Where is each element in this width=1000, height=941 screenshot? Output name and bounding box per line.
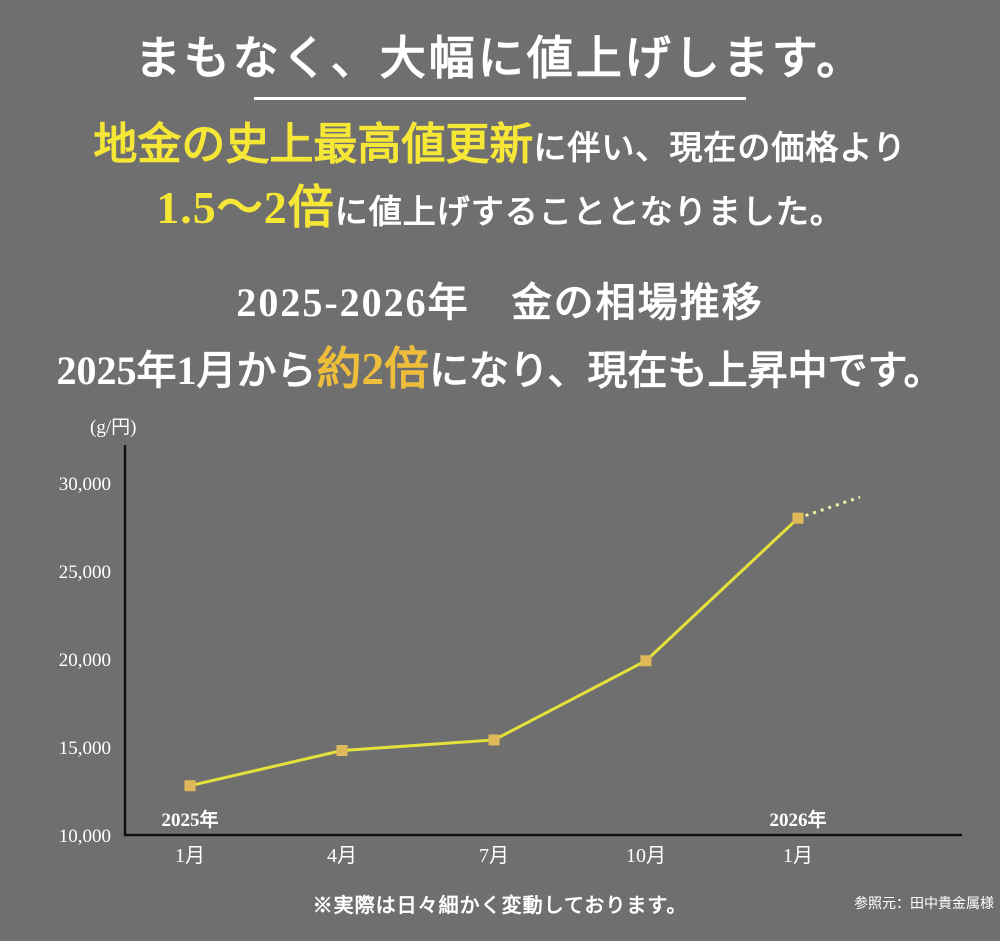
chart-footer: ※実際は日々細かく変動しております。 参照元：田中貴金属様 <box>0 889 1000 929</box>
chart-line <box>189 517 800 788</box>
y-tick-label: 25,000 <box>59 562 111 583</box>
highlight-double: 約2倍 <box>316 343 430 394</box>
source-credit: 参照元：田中貴金属様 <box>854 896 994 912</box>
x-tick-label: 10月 <box>626 845 666 867</box>
y-tick-label: 15,000 <box>59 738 111 759</box>
y-tick-label: 10,000 <box>59 826 111 847</box>
x-tick-label: 1月 <box>783 845 813 867</box>
chart-marker <box>184 780 196 792</box>
announcement-line-1: 地金の史上最高値更新に伴い、現在の価格より <box>0 114 1000 176</box>
x-tick-label: 4月 <box>327 845 357 867</box>
y-axis-unit-label: (g/円) <box>90 417 136 438</box>
announcement-line-2: 1.5〜2倍に値上げすることとなりました。 <box>0 176 1000 240</box>
disclaimer-note: ※実際は日々細かく変動しております。 <box>312 894 688 917</box>
x-tick-label: 7月 <box>479 845 509 867</box>
chart-axes <box>123 444 962 837</box>
y-tick-label: 30,000 <box>59 474 111 495</box>
chart-marker <box>336 745 348 757</box>
chart-projection-dotted-line <box>797 495 861 520</box>
announcement-text: 地金の史上最高値更新に伴い、現在の価格より 1.5〜2倍に値上げすることとなりま… <box>0 114 1000 240</box>
title-underline <box>254 97 746 100</box>
chart-marker <box>488 734 500 746</box>
highlight-record-high: 地金の史上最高値更新 <box>93 120 534 169</box>
chart-heading: 2025-2026年 金の相場推移 <box>236 279 764 325</box>
chart-section: 2025-2026年 金の相場推移 2025年1月から約2倍になり、現在も上昇中… <box>0 270 1000 929</box>
main-title: まもなく、大幅に値上げします。 <box>134 33 866 84</box>
subheading-suffix: になり、現在も上昇中です。 <box>429 347 944 393</box>
highlight-multiplier: 1.5〜2倍 <box>156 181 335 233</box>
y-tick-label: 20,000 <box>59 650 111 671</box>
chart-subheading: 2025年1月から約2倍になり、現在も上昇中です。 <box>0 332 1000 397</box>
subheading-prefix: 2025年1月から <box>56 347 317 393</box>
announcement-rest-2: に値上げすることとなりました。 <box>334 194 844 231</box>
chart-marker <box>792 512 804 524</box>
year-label: 2025年 <box>161 808 218 831</box>
chart-marker <box>640 655 652 667</box>
year-label: 2026年 <box>769 808 826 831</box>
gold-price-line-chart: (g/円) 10,000 15,000 20,000 25,000 30,000 1月 4月 7… <box>59 417 962 867</box>
x-tick-label: 1月 <box>175 845 205 867</box>
announcement-rest-1: に伴い、現在の価格より <box>533 131 907 167</box>
